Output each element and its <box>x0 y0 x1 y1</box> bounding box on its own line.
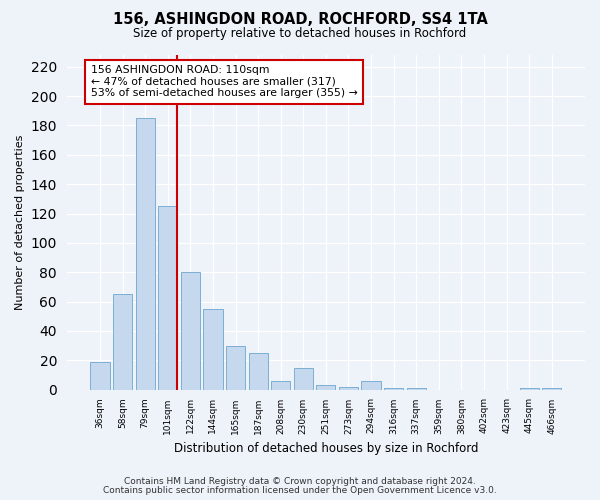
Bar <box>339 386 358 390</box>
Y-axis label: Number of detached properties: Number of detached properties <box>15 134 25 310</box>
Text: Contains HM Land Registry data © Crown copyright and database right 2024.: Contains HM Land Registry data © Crown c… <box>124 477 476 486</box>
Bar <box>407 388 426 390</box>
Bar <box>136 118 155 390</box>
Bar <box>542 388 562 390</box>
Text: Contains public sector information licensed under the Open Government Licence v3: Contains public sector information licen… <box>103 486 497 495</box>
Text: Size of property relative to detached houses in Rochford: Size of property relative to detached ho… <box>133 28 467 40</box>
X-axis label: Distribution of detached houses by size in Rochford: Distribution of detached houses by size … <box>173 442 478 455</box>
Bar <box>316 385 335 390</box>
Bar <box>293 368 313 390</box>
Bar <box>384 388 403 390</box>
Bar <box>113 294 132 390</box>
Bar <box>361 381 380 390</box>
Bar <box>181 272 200 390</box>
Bar <box>158 206 178 390</box>
Bar <box>520 388 539 390</box>
Bar <box>91 362 110 390</box>
Bar <box>226 346 245 390</box>
Bar <box>271 381 290 390</box>
Bar <box>203 309 223 390</box>
Text: 156, ASHINGDON ROAD, ROCHFORD, SS4 1TA: 156, ASHINGDON ROAD, ROCHFORD, SS4 1TA <box>113 12 487 28</box>
Bar <box>248 353 268 390</box>
Text: 156 ASHINGDON ROAD: 110sqm
← 47% of detached houses are smaller (317)
53% of sem: 156 ASHINGDON ROAD: 110sqm ← 47% of deta… <box>91 66 358 98</box>
